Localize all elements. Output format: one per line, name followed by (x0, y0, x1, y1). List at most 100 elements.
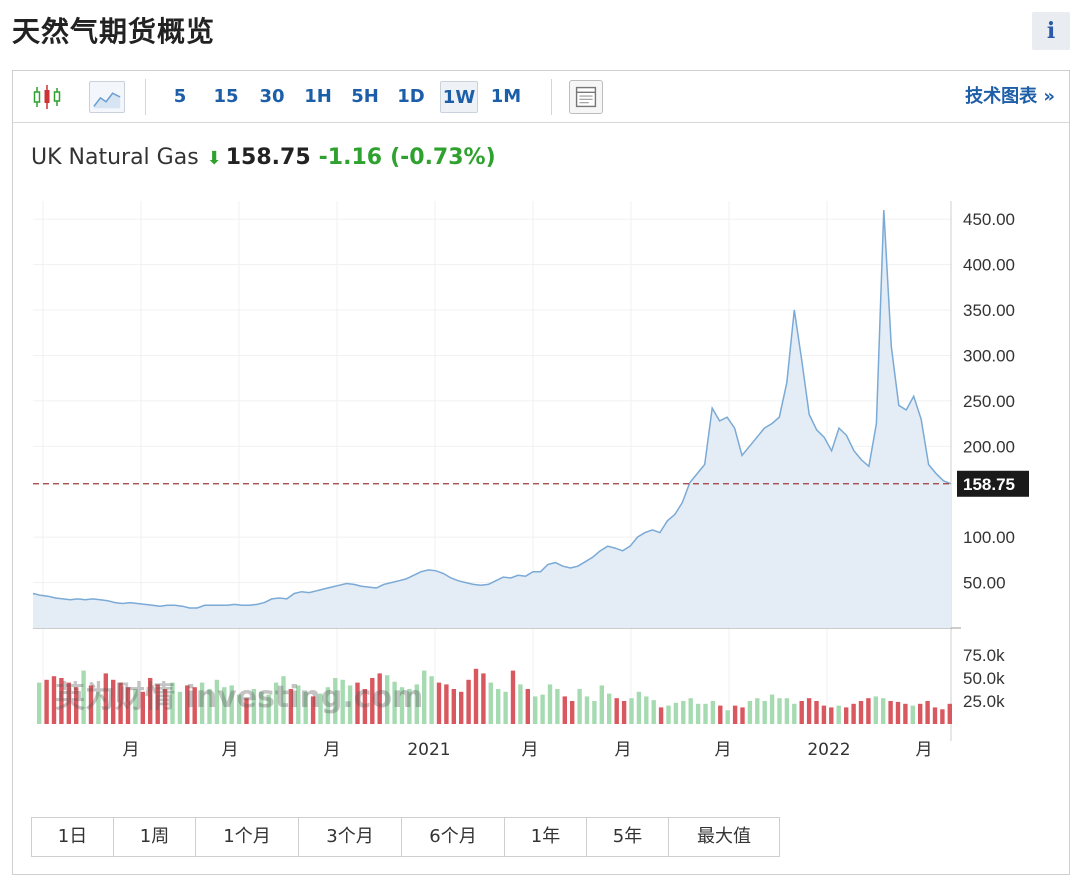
x-tick-label: 月 (123, 740, 140, 760)
volume-bar (318, 693, 323, 724)
volume-bar (888, 701, 893, 724)
volume-bar (74, 687, 79, 724)
volume-bar (66, 682, 71, 724)
timeframe-30[interactable]: 30 (259, 86, 285, 107)
price-change-pct: (-0.73%) (390, 145, 496, 170)
volume-bar (881, 698, 886, 724)
volume-bar (296, 685, 301, 724)
range-button-max[interactable]: 最大值 (669, 818, 779, 856)
volume-bar (59, 678, 64, 724)
range-button-1d[interactable]: 1日 (32, 818, 114, 856)
volume-bar (710, 701, 716, 724)
volume-bar (385, 675, 390, 724)
range-button-5y[interactable]: 5年 (587, 818, 669, 856)
volume-bar (695, 703, 701, 724)
volume-bar (651, 700, 656, 724)
range-button-1m[interactable]: 1个月 (196, 818, 299, 856)
volume-bar (555, 689, 560, 724)
x-tick-label: 月 (715, 740, 732, 760)
tech-chart-link[interactable]: 技术图表 » (965, 86, 1055, 107)
volume-bar (266, 694, 271, 724)
price-tick-label: 100.00 (963, 528, 1015, 547)
timeframe-15[interactable]: 15 (213, 86, 239, 107)
volume-bar (792, 703, 797, 724)
volume-bar (503, 691, 508, 724)
volume-bar (451, 689, 456, 724)
volume-bar (407, 689, 412, 724)
timeframe-1w[interactable]: 1W (440, 81, 478, 113)
timeframe-5h[interactable]: 5H (351, 86, 379, 107)
price-tick-label: 350.00 (963, 301, 1015, 320)
volume-bar (496, 689, 501, 724)
volume-bar (629, 698, 634, 724)
volume-tick-label: 25.0k (963, 692, 1005, 711)
timeframe-1m[interactable]: 1M (490, 86, 522, 107)
info-button[interactable]: i (1032, 12, 1070, 50)
volume-bar (621, 701, 627, 724)
volume-bar (895, 701, 901, 724)
volume-bar (459, 691, 464, 724)
candlestick-icon[interactable] (31, 81, 63, 113)
volume-bar (932, 707, 938, 724)
volume-bar (947, 703, 952, 724)
volume-bar (96, 691, 101, 724)
volume-bar (392, 681, 397, 724)
quote-line: UK Natural Gas ⬇ 158.75 -1.16 (-0.73%) (31, 143, 496, 173)
volume-bar (140, 691, 145, 724)
chart-toolbar: 5 15 30 1H 5H 1D 1W 1M 技术图表 » (13, 71, 1069, 123)
volume-bar (540, 694, 545, 724)
volume-bar (185, 685, 190, 724)
volume-bar (81, 670, 86, 724)
volume-bar (288, 689, 294, 724)
timeframe-1d[interactable]: 1D (397, 86, 425, 107)
volume-bar (325, 687, 331, 724)
volume-bar (570, 701, 575, 724)
volume-bar (133, 689, 138, 724)
volume-bar (858, 701, 864, 724)
range-button-6m[interactable]: 6个月 (402, 818, 505, 856)
volume-bar (866, 698, 871, 724)
line-chart-icon[interactable] (89, 81, 125, 113)
volume-bar (111, 679, 116, 724)
page-title: 天然气期货概览 (12, 15, 216, 48)
volume-bar (199, 682, 205, 724)
price-area (33, 210, 951, 628)
volume-bar (422, 670, 427, 724)
volume-bar (207, 689, 212, 724)
price-chart[interactable]: 50.00 100.00 200.00 250.00 300.00 350.00 400.0… (13, 71, 1069, 801)
volume-bar (88, 685, 94, 724)
timeframe-5[interactable]: 5 (173, 86, 187, 107)
volume-bar (814, 701, 819, 724)
timeframe-1h[interactable]: 1H (304, 86, 332, 107)
volume-tick-label: 75.0k (963, 646, 1005, 665)
volume-bar (429, 676, 434, 724)
volume-bar (599, 685, 604, 724)
x-tick-label: 月 (916, 740, 933, 760)
range-button-1y[interactable]: 1年 (505, 818, 587, 856)
volume-bar (784, 698, 790, 724)
volume-bar (170, 682, 175, 724)
range-button-1w[interactable]: 1周 (114, 818, 196, 856)
volume-bar (355, 682, 360, 724)
current-price-badge (957, 470, 1029, 497)
x-tick-label: 2021 (407, 740, 450, 760)
volume-bar (481, 673, 486, 724)
volume-bar (103, 673, 108, 724)
price-tick-label: 250.00 (963, 392, 1015, 411)
volume-bar (377, 673, 382, 724)
price-tick-label: 450.00 (963, 210, 1015, 229)
volume-bar (303, 691, 308, 724)
volume-bar (444, 684, 449, 724)
down-arrow-icon: ⬇ (206, 148, 222, 169)
volume-bar (940, 709, 945, 724)
volume-bar (918, 703, 923, 724)
layout-icon[interactable] (569, 80, 603, 114)
x-tick-label: 月 (222, 740, 239, 760)
volume-bar (488, 682, 493, 724)
volume-bar (562, 696, 567, 724)
range-button-3m[interactable]: 3个月 (299, 818, 402, 856)
volume-bar (777, 698, 782, 724)
volume-bar (148, 678, 153, 724)
volume-bar (118, 682, 123, 724)
volume-bar (273, 682, 279, 724)
